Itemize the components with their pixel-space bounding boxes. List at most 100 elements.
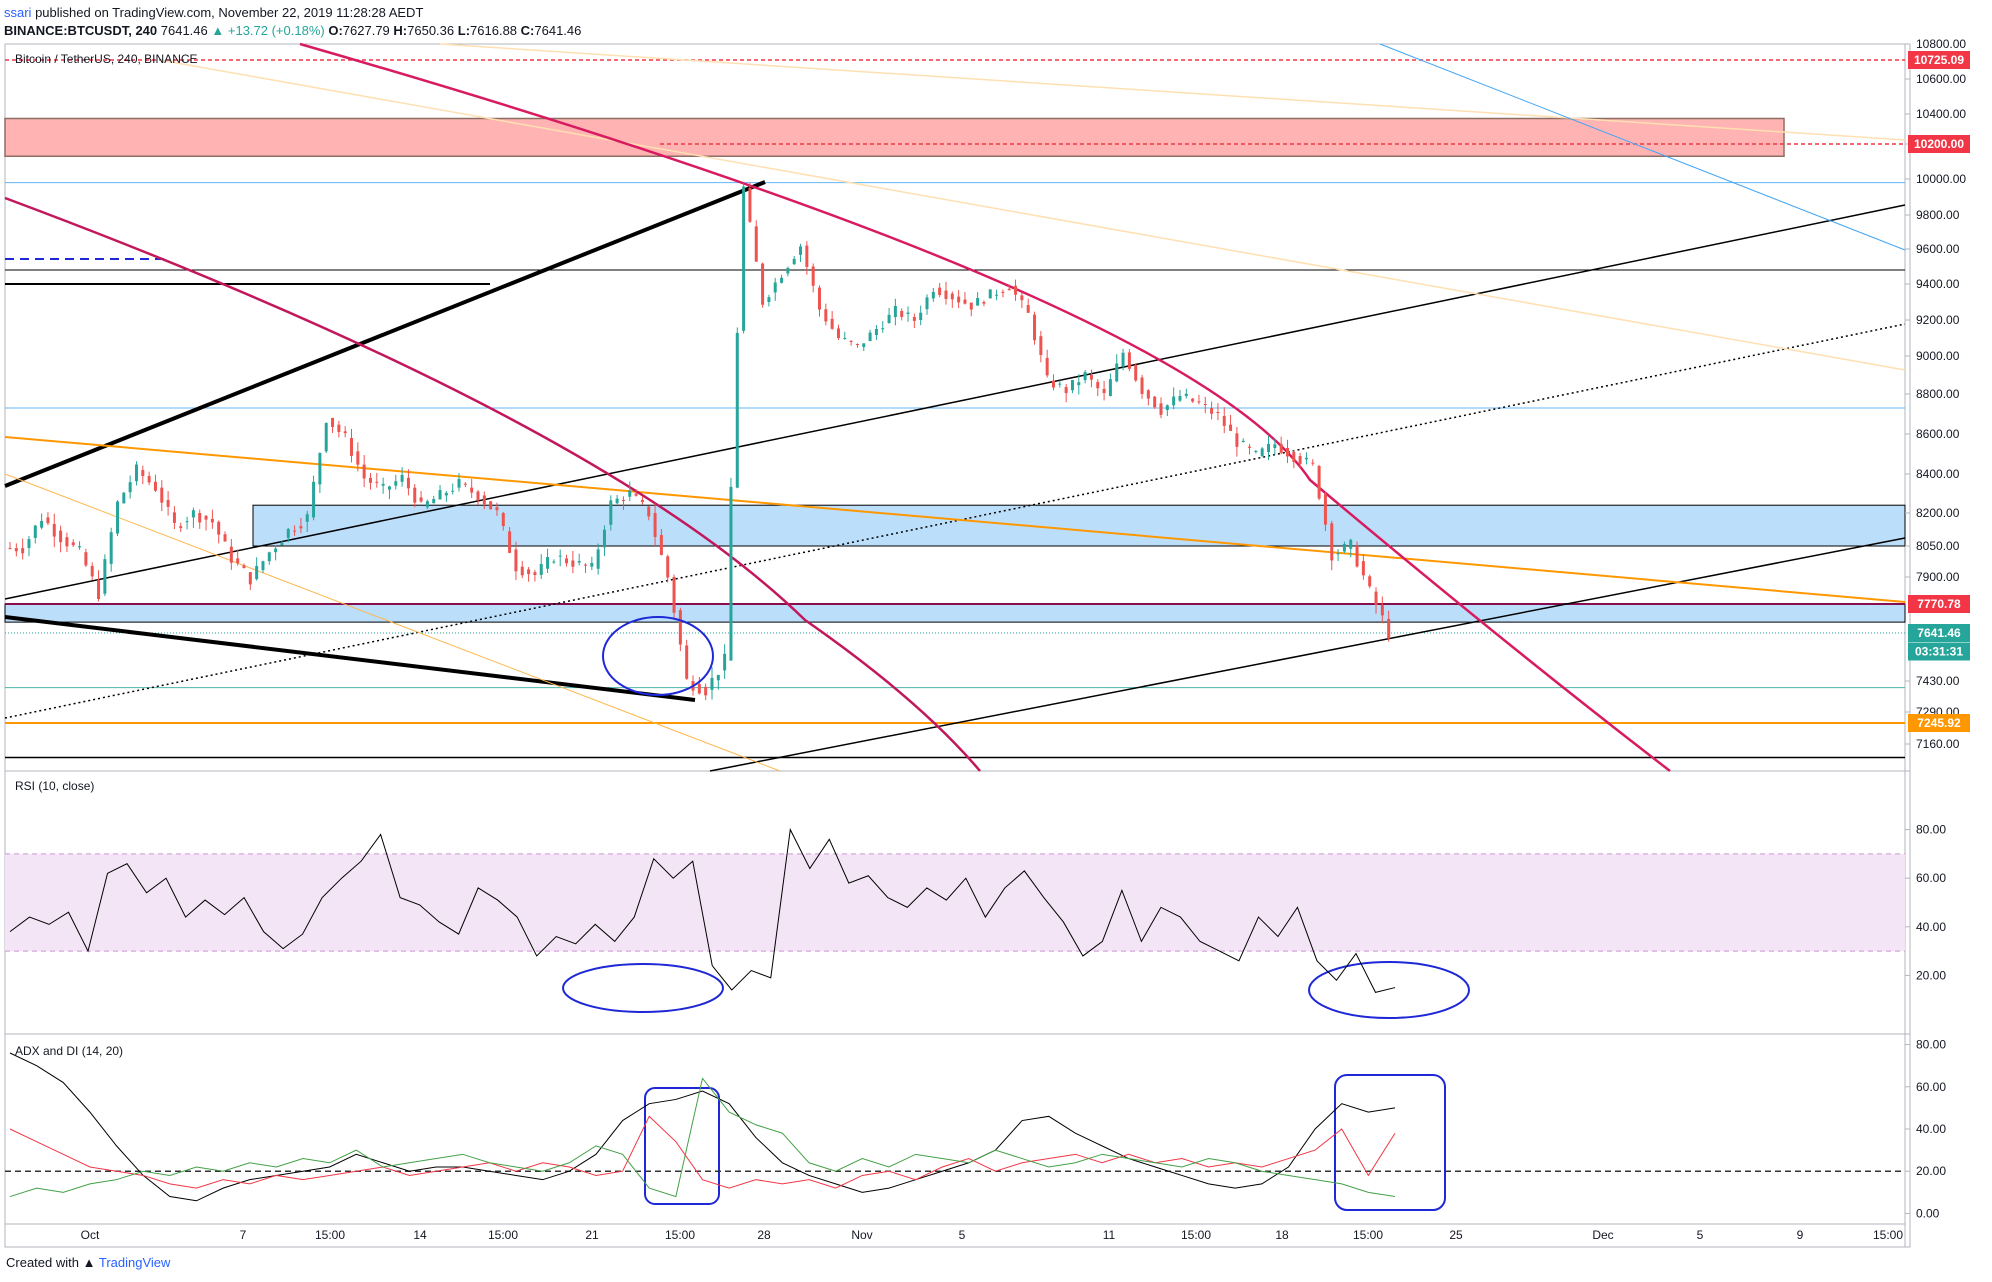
candle-body [14,548,18,552]
candle-body [1045,357,1049,376]
candle-body [723,653,727,671]
candle-body [754,226,758,262]
price-tick-label: 10600.00 [1916,72,1966,86]
candle-body [78,546,82,548]
candle-body [343,431,347,434]
candle-body [280,542,284,546]
candle-body [381,483,385,486]
price-tick-label: 9600.00 [1916,242,1960,256]
candle-body [432,499,436,504]
candle-body [811,266,815,286]
price-tick-label: 9000.00 [1916,349,1960,363]
price-tick-label: 8400.00 [1916,467,1960,481]
candle-body [470,487,474,493]
candle-body [52,524,56,537]
price-tick-label: 9200.00 [1916,313,1960,327]
time-tick-label: Nov [851,1228,872,1242]
candle-body [444,492,448,496]
high-label: H: [393,23,408,38]
author-link[interactable]: ssari [4,5,32,20]
close-label: C: [520,23,535,38]
candle-body [1203,404,1207,405]
candle-body [229,546,233,563]
candle-body [406,477,410,489]
adx-box-right [1334,1074,1446,1211]
time-tick-label: Dec [1592,1228,1613,1242]
candle-body [742,186,746,331]
trendlines [4,42,1906,772]
candle-body [1184,393,1188,396]
dotted-trendline [4,323,1906,719]
rsi-ellipse-left [562,963,724,1013]
candle-body [236,558,240,564]
candle-body [1165,405,1169,410]
candle-body [495,507,499,511]
candle-body [697,683,701,694]
candle-body [1140,377,1144,394]
candle-body [1304,457,1308,460]
candle-body [1121,352,1125,367]
candle-body [293,530,297,532]
candle-body [849,341,853,342]
adx-tick-label: 60.00 [1916,1080,1946,1094]
candle-body [1051,380,1055,388]
price-badge [1908,135,1970,153]
candle-body [425,501,429,508]
candle-body [463,483,467,485]
candle-body [1115,363,1119,382]
arc-lower [4,196,981,772]
candle-body [1096,381,1100,389]
candle-body [938,287,942,296]
zone-resistance [4,117,1785,157]
candle-body [476,491,480,501]
candle-body [1007,288,1011,291]
candles [8,182,1391,701]
candle-body [621,500,625,501]
candle-body [893,305,897,317]
candle-body [1241,440,1245,442]
candle-body [995,294,999,296]
time-tick-label: 15:00 [665,1228,695,1242]
candle-body [552,561,556,563]
candle-body [8,548,12,550]
candle-body [906,312,910,314]
tradingview-link[interactable]: TradingView [98,1255,171,1270]
time-tick-label: 15:00 [1353,1228,1383,1242]
candle-body [128,482,132,493]
price-tick-label: 7900.00 [1916,570,1960,584]
arc-upper [299,42,1671,772]
candle-body [387,486,391,490]
candle-body [761,263,765,305]
price-tick-label: 10800.00 [1916,37,1966,51]
open-value: 7627.79 [342,23,390,38]
candle-body [438,490,442,500]
candle-body [318,453,322,485]
time-tick-label: 25 [1449,1228,1463,1242]
candle-body [1102,388,1106,394]
bold-trendline-upper [4,180,766,488]
candle-body [982,302,986,304]
time-tick-label: 21 [585,1228,599,1242]
time-tick-label: 14 [413,1228,427,1242]
candle-body [134,464,138,482]
candle-body [451,490,455,492]
candle-body [640,500,644,502]
candle-body [1273,444,1277,448]
candle-body [122,492,126,504]
candle-body [1216,412,1220,413]
candle-body [27,539,31,549]
candle-body [324,423,328,452]
candle-body [1146,390,1150,399]
rsi-line [9,827,1396,993]
candle-body [33,525,37,538]
candle-body [261,561,265,571]
candle-body [824,309,828,322]
candle-body [1064,387,1068,394]
candle-body [944,290,948,299]
candle-body [482,495,486,505]
symbol-label: BINANCE:BTCUSDT, 240 [4,23,158,38]
orange-thin-trendline [4,473,781,772]
candle-body [508,531,512,553]
price-tick-label: 10400.00 [1916,107,1966,121]
